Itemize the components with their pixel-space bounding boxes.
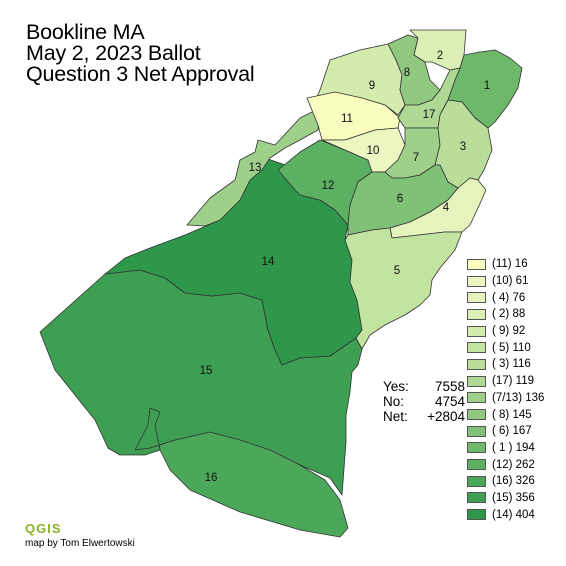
no-label: No:: [383, 394, 405, 409]
legend-swatch: [467, 292, 486, 304]
qgis-logo: QGIS: [25, 521, 62, 536]
precinct-label: 4: [443, 202, 450, 214]
legend-swatch: [467, 275, 486, 287]
legend-swatch: [467, 442, 486, 454]
legend-swatch: [467, 492, 486, 504]
legend-label: ( 6) 167: [492, 425, 532, 438]
legend: (11) 16 (10) 61 ( 4) 76 ( 2) 88 ( 9) 92 ( 5) …: [467, 256, 544, 523]
precinct-5: [344, 227, 463, 350]
legend-label: (11) 16: [492, 258, 528, 271]
title-line-1: Bookline MA: [26, 20, 145, 44]
precinct-13: [186, 107, 321, 227]
legend-item: ( 1 ) 194: [467, 440, 544, 457]
precinct-2: [409, 29, 467, 71]
yes-value: 7558: [434, 379, 465, 394]
legend-item: ( 2) 88: [467, 306, 544, 323]
yes-row: Yes: 7558: [383, 379, 465, 394]
legend-item: ( 3) 116: [467, 356, 544, 373]
precinct-label: 6: [397, 193, 403, 205]
precinct-label: 15: [200, 365, 213, 377]
net-label: Net:: [383, 409, 408, 424]
legend-item: (11) 16: [467, 256, 544, 273]
legend-label: (15) 356: [492, 491, 535, 504]
no-row: No: 4754: [383, 394, 465, 409]
legend-label: (12) 262: [492, 458, 535, 471]
legend-item: (10) 61: [467, 273, 544, 290]
precinct-label: 10: [367, 145, 380, 157]
precinct-label: 17: [423, 109, 436, 121]
precinct-label: 3: [460, 141, 466, 153]
precinct-label: 5: [394, 265, 400, 277]
legend-swatch: [467, 358, 486, 370]
legend-label: ( 3) 116: [492, 358, 531, 371]
legend-item: (12) 262: [467, 456, 544, 473]
legend-item: ( 9) 92: [467, 323, 544, 340]
legend-swatch: [467, 425, 486, 437]
legend-label: ( 5) 110: [492, 341, 531, 354]
vote-totals: Yes: 7558 No: 4754 Net: +2804: [383, 379, 465, 424]
legend-label: ( 9) 92: [492, 325, 526, 338]
title-line-3: Question 3 Net Approval: [26, 62, 255, 86]
legend-label: ( 8) 145: [492, 408, 532, 421]
legend-swatch: [467, 392, 486, 404]
legend-label: (17) 119: [492, 375, 534, 388]
precinct-label: 13: [249, 162, 262, 174]
net-row: Net: +2804: [383, 409, 465, 424]
precinct-label: 8: [404, 67, 410, 79]
legend-label: (16) 326: [492, 475, 535, 488]
legend-label: ( 1 ) 194: [492, 441, 535, 454]
legend-label: (7/13) 136: [492, 391, 545, 404]
legend-swatch: [467, 375, 486, 387]
legend-swatch: [467, 342, 486, 354]
legend-swatch: [467, 325, 486, 337]
legend-item: ( 6) 167: [467, 423, 544, 440]
legend-item: (7/13) 136: [467, 390, 544, 407]
map-title: Bookline MA May 2, 2023 Ballot Question …: [26, 20, 255, 86]
map-credit: map by Tom Elwertowski: [25, 538, 135, 549]
legend-item: (15) 356: [467, 490, 544, 507]
legend-label: (10) 61: [492, 275, 529, 288]
legend-label: ( 2) 88: [492, 308, 526, 321]
precinct-label: 2: [437, 50, 443, 62]
legend-swatch: [467, 258, 486, 270]
legend-swatch: [467, 308, 486, 320]
net-value: +2804: [427, 409, 465, 424]
no-value: 4754: [434, 394, 465, 409]
precinct-label: 14: [262, 256, 275, 268]
legend-item: (14) 404: [467, 506, 544, 523]
precinct-label: 16: [205, 472, 218, 484]
legend-swatch: [467, 459, 486, 471]
precinct-label: 11: [341, 113, 353, 125]
precinct-label: 7: [413, 152, 419, 164]
precinct-label: 12: [322, 180, 335, 192]
legend-swatch: [467, 509, 486, 521]
yes-label: Yes:: [383, 379, 409, 394]
legend-item: (17) 119: [467, 373, 544, 390]
legend-item: (16) 326: [467, 473, 544, 490]
precinct-label: 1: [484, 80, 490, 92]
title-line-2: May 2, 2023 Ballot: [26, 41, 201, 65]
legend-swatch: [467, 409, 486, 421]
legend-swatch: [467, 475, 486, 487]
legend-item: ( 8) 145: [467, 406, 544, 423]
legend-label: (14) 404: [492, 508, 535, 521]
legend-item: ( 4) 76: [467, 289, 544, 306]
precinct-label: 9: [369, 80, 375, 92]
legend-label: ( 4) 76: [492, 291, 526, 304]
legend-item: ( 5) 110: [467, 339, 544, 356]
